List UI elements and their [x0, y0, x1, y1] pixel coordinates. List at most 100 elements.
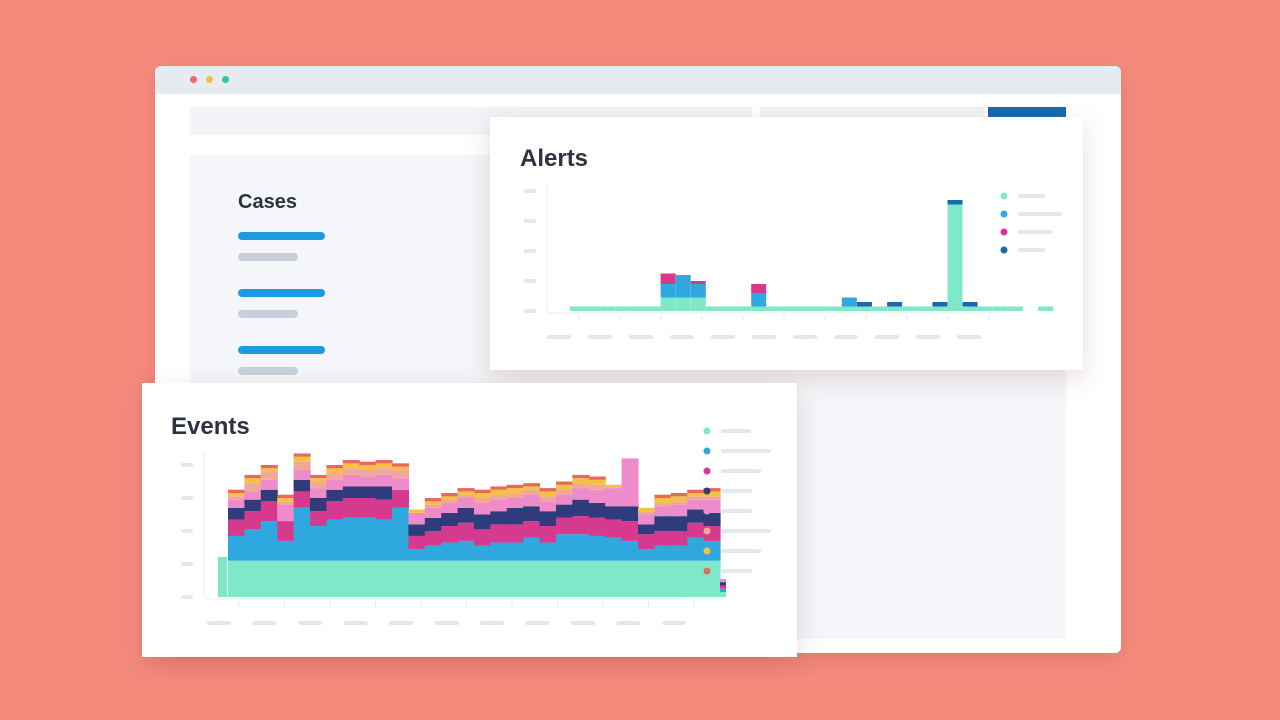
- events-area-segment: [539, 501, 557, 512]
- events-area-segment: [490, 524, 508, 543]
- events-area-segment: [687, 509, 705, 523]
- events-area-segment: [441, 502, 459, 513]
- events-area-segment: [228, 493, 245, 497]
- alerts-bar-segment: [902, 306, 918, 311]
- legend-swatch: [703, 467, 711, 475]
- events-area-segment: [720, 592, 726, 597]
- window-maximize-button[interactable]: [222, 76, 229, 83]
- events-area-segment: [654, 498, 672, 503]
- events-area-segment: [310, 481, 327, 489]
- legend-label: [721, 489, 752, 493]
- events-area-segment: [293, 456, 311, 462]
- alerts-chart: [524, 185, 1062, 339]
- events-area-segment: [638, 507, 655, 512]
- events-area-segment: [687, 493, 705, 497]
- events-area-segment: [375, 468, 393, 475]
- events-area-segment: [359, 465, 377, 470]
- events-area-segment: [359, 476, 377, 487]
- alerts-bar-segment: [932, 302, 948, 307]
- legend-swatch: [1000, 246, 1008, 254]
- alerts-bar-segment: [811, 306, 827, 311]
- events-area-segment: [408, 560, 426, 597]
- alerts-bar-segment: [660, 273, 676, 284]
- x-tick-label: [752, 335, 776, 339]
- case-item-title[interactable]: [238, 232, 325, 240]
- x-tick-label: [875, 335, 899, 339]
- x-tick-label: [480, 621, 504, 625]
- events-area-segment: [588, 535, 606, 561]
- primary-action-button[interactable]: [988, 107, 1066, 119]
- events-area-segment: [703, 488, 721, 492]
- events-area-segment: [326, 560, 344, 597]
- events-area-segment: [326, 489, 344, 502]
- events-area-segment: [375, 519, 393, 561]
- legend-swatch: [703, 487, 711, 495]
- events-area-segment: [703, 496, 721, 500]
- events-area-segment: [720, 585, 726, 589]
- events-area-segment: [670, 545, 688, 561]
- events-area-segment: [670, 516, 688, 531]
- legend-swatch: [1000, 192, 1008, 200]
- events-area-segment: [424, 531, 442, 546]
- events-area-segment: [310, 478, 327, 482]
- events-area-segment: [539, 526, 557, 543]
- events-area-segment: [572, 478, 590, 484]
- events-area-segment: [260, 468, 278, 472]
- events-area-segment: [326, 473, 344, 480]
- alerts-bar-segment: [826, 306, 842, 311]
- events-area-segment: [670, 560, 688, 597]
- events-area-segment: [228, 507, 245, 520]
- case-item-subtitle: [238, 310, 298, 318]
- case-item-title[interactable]: [238, 289, 325, 297]
- events-area-segment: [441, 499, 459, 503]
- alerts-bar-segment: [917, 306, 933, 311]
- events-area-segment: [260, 471, 278, 480]
- alerts-bar-segment: [645, 306, 661, 311]
- case-item-title[interactable]: [238, 346, 325, 354]
- legend-swatch: [703, 527, 711, 535]
- events-area-segment: [260, 465, 278, 469]
- events-area-segment: [293, 479, 311, 492]
- alerts-bar-segment: [690, 297, 706, 311]
- events-area-segment: [621, 560, 639, 597]
- events-area-segment: [720, 578, 726, 583]
- events-area-segment: [621, 506, 639, 522]
- events-area-segment: [506, 493, 524, 498]
- events-area-segment: [375, 474, 393, 487]
- events-area-segment: [572, 474, 590, 479]
- y-tick-label: [181, 463, 193, 467]
- alerts-bar-segment: [962, 302, 978, 307]
- events-area-segment: [474, 560, 491, 597]
- events-area-segment: [293, 507, 311, 561]
- events-area-segment: [490, 489, 508, 495]
- events-edge-segment: [218, 557, 227, 597]
- events-area-segment: [359, 517, 377, 561]
- events-area-segment: [654, 502, 672, 507]
- events-area-segment: [474, 529, 491, 546]
- events-area-segment: [687, 496, 705, 500]
- events-area-segment: [638, 524, 655, 535]
- events-area-segment: [457, 522, 475, 541]
- events-area-segment: [605, 519, 623, 538]
- events-area-segment: [654, 506, 672, 517]
- legend-label: [721, 529, 771, 533]
- y-tick-label: [524, 219, 536, 223]
- events-area-segment: [244, 483, 262, 492]
- events-area-segment: [326, 465, 344, 469]
- events-area-segment: [670, 501, 688, 505]
- window-minimize-button[interactable]: [206, 76, 213, 83]
- events-area-segment: [638, 549, 655, 561]
- events-area-segment: [638, 514, 655, 525]
- events-area-segment: [310, 488, 327, 498]
- events-area-segment: [687, 560, 705, 597]
- events-area-segment: [490, 511, 508, 525]
- events-area-segment: [228, 489, 245, 494]
- events-area-segment: [441, 496, 459, 500]
- events-area-segment: [277, 540, 295, 561]
- events-area-segment: [654, 545, 672, 561]
- events-area-segment: [638, 534, 655, 550]
- legend-swatch: [703, 567, 711, 575]
- window-close-button[interactable]: [190, 76, 197, 83]
- events-area-segment: [539, 560, 557, 597]
- events-area-segment: [703, 512, 721, 527]
